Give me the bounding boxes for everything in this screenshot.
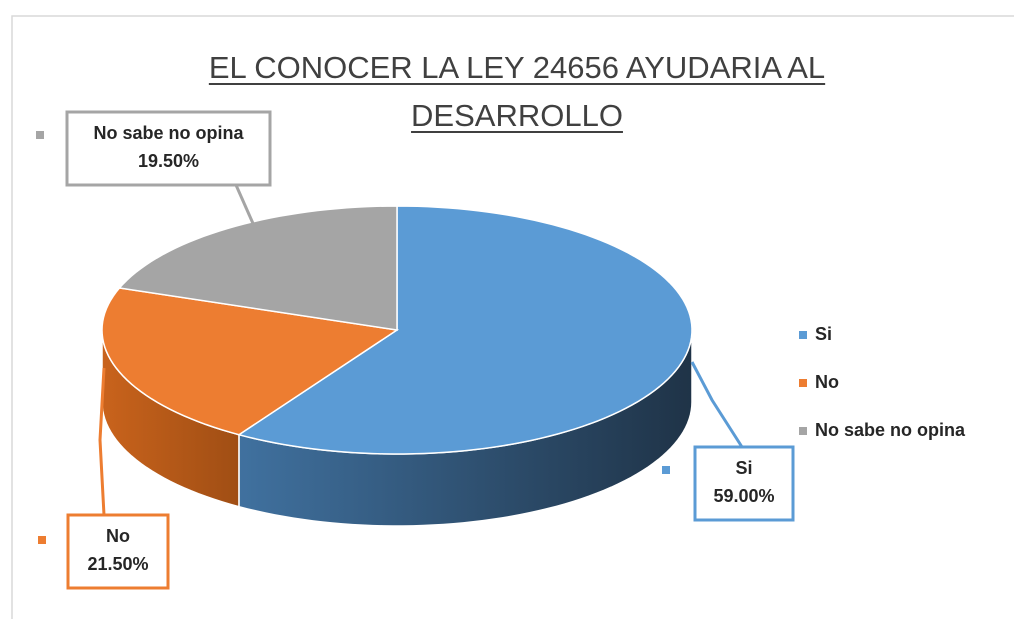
data-label-category: No sabe no opina — [93, 123, 244, 143]
data-label-category: Si — [735, 458, 752, 478]
legend-key — [799, 427, 807, 435]
legend-label: No — [815, 372, 839, 392]
legend-label: Si — [815, 324, 832, 344]
slice — [117, 205, 398, 331]
data-label-value: 19.50% — [138, 151, 199, 171]
data-label-value: 21.50% — [87, 554, 148, 574]
legend-label: No sabe no opina — [815, 420, 966, 440]
data-label-box — [66, 513, 170, 590]
data-label-key — [38, 536, 46, 544]
slice — [101, 287, 400, 436]
chart-title: EL CONOCER LA LEY 24656 AYUDARIA AL DESA… — [208, 50, 826, 133]
data-label-key — [36, 131, 44, 139]
legend-key — [799, 379, 807, 387]
slice — [237, 205, 693, 455]
leader-line — [690, 361, 744, 448]
data-label-category: No — [106, 526, 130, 546]
leader-line — [234, 184, 257, 229]
legend-key — [799, 331, 807, 339]
data-label-value: 59.00% — [713, 486, 774, 506]
data-label-key — [662, 466, 670, 474]
chart-border — [11, 15, 1014, 619]
leader-line — [98, 367, 106, 516]
data-label-box — [693, 445, 795, 522]
data-label-box — [65, 110, 272, 187]
